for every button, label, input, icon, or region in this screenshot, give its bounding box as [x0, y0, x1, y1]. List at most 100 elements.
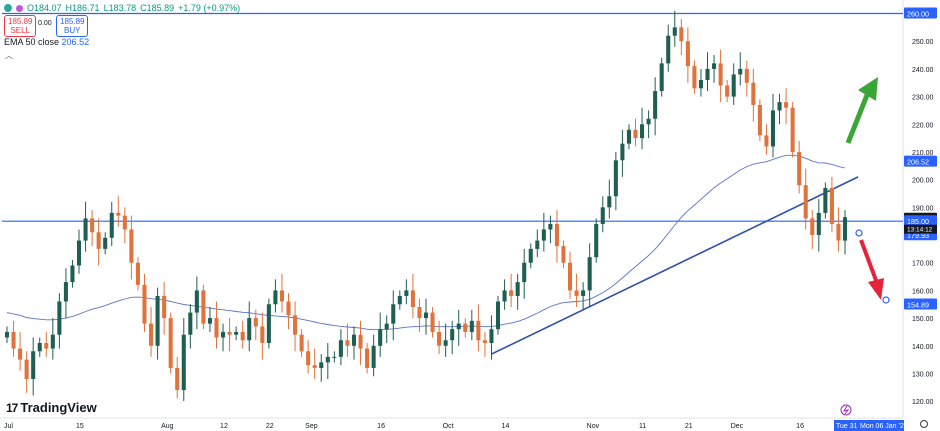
- lightning-bolt: [842, 405, 850, 415]
- candle-body: [738, 68, 743, 75]
- candle-body: [227, 331, 232, 335]
- tradingview-logo: 17 TradingView: [6, 400, 97, 415]
- candle-body: [96, 232, 101, 249]
- time-tick-label: 15: [76, 423, 84, 430]
- candle-body: [482, 340, 487, 344]
- path-start-point: [855, 229, 863, 237]
- down-arrow-head: [868, 278, 884, 300]
- candle-body: [646, 118, 651, 125]
- candle-body: [207, 318, 212, 324]
- candle-body: [561, 246, 566, 263]
- candle-body: [692, 66, 697, 89]
- candle-body: [515, 282, 520, 296]
- candle-body: [234, 331, 239, 335]
- candle-body: [149, 323, 154, 346]
- price-badge: [904, 215, 937, 227]
- candle-body: [371, 345, 376, 368]
- sell-price: 185.89: [8, 17, 33, 26]
- candle-body: [731, 74, 736, 97]
- ohlc-high: H186.71: [65, 3, 100, 13]
- price-badge-label: 185.00: [907, 217, 929, 226]
- candle-body: [325, 356, 330, 363]
- candle-body: [70, 265, 75, 283]
- candle-body: [784, 102, 789, 108]
- ema-legend[interactable]: EMA 50 close 206.52: [4, 37, 89, 47]
- countdown-label: 13:14:12: [907, 227, 933, 234]
- candle-body: [626, 129, 631, 144]
- candle-body: [332, 356, 337, 358]
- candle-body: [358, 334, 363, 349]
- candle-body: [299, 334, 304, 352]
- candle-body: [4, 331, 10, 338]
- down-arrow-shaft: [859, 239, 879, 284]
- ohlc-change: +1.79 (+0.97%): [178, 3, 241, 13]
- price-tick-label: 170.00: [912, 261, 934, 268]
- candle-body: [574, 290, 579, 296]
- candle-body: [509, 290, 514, 296]
- buy-button[interactable]: 185.89 BUY: [56, 15, 89, 37]
- candle-body: [168, 318, 173, 368]
- candle-body: [162, 295, 167, 319]
- candle-body: [679, 27, 684, 42]
- candle-body: [640, 124, 645, 139]
- candle-body: [194, 290, 199, 313]
- price-tick-label: 190.00: [912, 205, 934, 212]
- candle-body: [129, 229, 134, 263]
- collapse-legend-icon[interactable]: ︿: [5, 51, 13, 60]
- price-tick-label: 210.00: [912, 150, 934, 157]
- spread-value: 0.00: [38, 20, 52, 27]
- price-tick-label: 150.00: [912, 316, 934, 323]
- candle-body: [469, 320, 474, 332]
- price-badge-label: 154.89: [907, 301, 929, 310]
- share-icon[interactable]: [16, 4, 23, 12]
- candle-body: [816, 212, 821, 236]
- up-arrow-shaft: [845, 94, 870, 144]
- price-tick-label: 200.00: [912, 178, 934, 185]
- candle-body: [345, 340, 350, 346]
- candle-body: [443, 340, 448, 346]
- price-tick-label: 220.00: [912, 122, 934, 129]
- price-badge-label: 260.00: [907, 10, 929, 19]
- candle-body: [437, 331, 442, 346]
- sell-button[interactable]: 185.89 SELL: [4, 15, 37, 37]
- candle-body: [24, 359, 29, 380]
- candle-body: [266, 304, 271, 344]
- candle-body: [790, 107, 795, 152]
- candle-body: [653, 91, 658, 119]
- time-tick-label: 22: [266, 423, 274, 430]
- candle-body: [502, 290, 507, 302]
- time-tick-label: 16: [377, 423, 385, 430]
- candle-body: [338, 340, 343, 357]
- time-tick-label: Dec: [731, 423, 744, 430]
- buy-price: 185.89: [60, 17, 85, 26]
- candle-body: [764, 135, 769, 147]
- candle-body: [522, 262, 527, 283]
- time-tick-label: Nov: [587, 423, 600, 430]
- candle-body: [116, 212, 121, 216]
- candle-body: [705, 68, 710, 80]
- price-tick-label: 230.00: [912, 95, 934, 102]
- candle-body: [319, 362, 324, 368]
- last-price-marker: [843, 216, 847, 221]
- candle-body: [463, 323, 468, 332]
- candle-body: [83, 218, 88, 241]
- price-tick-label: 240.00: [912, 67, 934, 74]
- candle-body: [836, 223, 841, 241]
- candle-body: [548, 223, 553, 230]
- ema-label: EMA 50 close: [4, 37, 60, 47]
- candle-body: [607, 196, 612, 208]
- up-arrow-head: [858, 77, 878, 101]
- ohlc-low: L183.78: [103, 3, 137, 13]
- time-badge-start: Tue 31: [836, 423, 858, 430]
- candle-body: [450, 329, 455, 341]
- candle-body: [581, 290, 586, 296]
- candle-body: [351, 334, 357, 346]
- candle-body: [221, 331, 226, 338]
- time-badge: [834, 420, 904, 431]
- candle-body: [76, 240, 82, 266]
- candle-body: [568, 262, 573, 291]
- buy-label: BUY: [64, 26, 81, 35]
- candle-body: [842, 218, 848, 241]
- candle-body: [620, 143, 625, 161]
